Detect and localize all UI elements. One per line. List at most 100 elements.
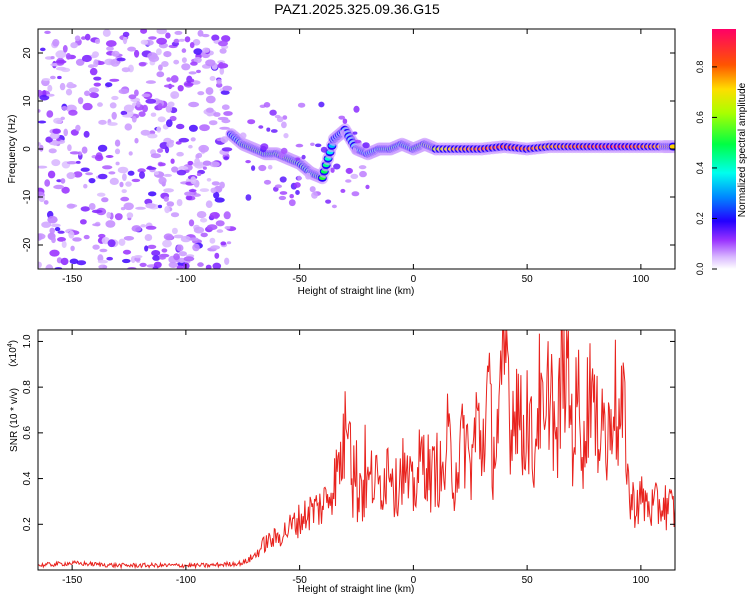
spectrogram-noise-cell [49,249,60,257]
spectrogram-noise-cell [173,234,184,239]
spectrogram-noise-cell [134,137,139,144]
y-tick-label: 0.6 [22,425,33,439]
spectrogram-noise-cell [66,203,76,209]
x-tick-label: 50 [522,274,534,285]
spectrogram-noise-cell [208,120,218,126]
spectrogram-noise-cell [152,255,161,261]
spectrogram-noise-cell [219,48,227,54]
spectrogram-noise-cell [251,165,256,171]
spectrogram-noise-cell [280,147,288,154]
spectrogram-noise-cell [119,181,124,188]
spectrogram-noise-cell [131,116,137,123]
spectrogram-noise-cell [135,206,146,210]
snr-panel: -150 -100 -50 0 50 100 0.2 0.4 0.6 0.8 1.0 Height… [7,329,676,595]
spectrogram-noise-cell [331,204,337,209]
spectrogram-noise-cell [224,257,230,265]
spectrogram-noise-cell [166,201,175,207]
colorbar-tick-label: 0.8 [695,61,705,74]
spectrogram-noise-cell [44,30,51,34]
spectrogram-noise-cell [173,253,180,261]
y-tick-label: 0.8 [22,380,33,394]
spectrogram-noise-cell [106,211,111,219]
spectrogram-noise-cell [49,132,60,140]
spectrogram-noise-cell [178,137,190,143]
spectrogram-noise-cell [170,91,180,99]
spectrogram-noise-cell [97,144,108,152]
spectrogram-noise-cell [220,241,227,246]
spectrogram-noise-cell [66,161,78,165]
spectrogram-noise-cell [107,239,116,248]
spectrogram-noise-cell [122,114,133,118]
spectrogram-noise-cell [84,90,90,97]
spectrogram-noise-cell [205,95,216,104]
spectrogram-noise-cell [223,156,229,160]
spectrogram-noise-cell [87,64,95,69]
spectrogram-noise-cell [83,234,90,240]
x-tick-label: -50 [292,274,307,285]
spectrogram-noise-cell [114,139,121,147]
spectrogram-noise-cell [47,170,56,179]
spectrogram-noise-cell [69,151,80,155]
y-tick-label: -10 [22,189,33,204]
x-tick-label: -100 [176,274,196,285]
spectrogram-noise-cell [177,85,184,92]
x-tick-label: 100 [633,274,650,285]
spectrogram-noise-cell [137,168,146,173]
y-tick-label: -20 [22,237,33,252]
spectrogram-noise-cell [127,170,135,176]
spectrogram-noise-cell [171,166,179,173]
x-tick-label: -150 [62,274,82,285]
spectrogram-noise-cell [122,258,131,264]
spectrogram-noise-cell [83,130,90,138]
spectrogram-noise-cell [209,76,216,81]
spectrogram-noise-cell [305,172,311,180]
x-tick-label: 50 [522,575,534,586]
spectrogram-noise-cell [279,176,287,183]
spectrogram-noise-cell [338,115,346,120]
spectrogram-noise-cell [267,164,273,170]
spectrogram-noise-cell [88,87,100,93]
spectrogram-noise-cell [53,184,65,190]
spectrogram-noise-cell [189,42,195,49]
colorbar-tick-label: 0.6 [695,111,705,124]
spectrogram-noise-cell [279,191,288,195]
spectrogram-noise-cell [192,243,200,252]
spectrogram-noise-cell [245,194,252,201]
spectrogram-noise-cell [340,129,346,137]
spectrogram-noise-cell [219,67,225,75]
spectrogram-noise-cell [181,57,187,63]
spectrogram-noise-cell [270,129,278,133]
spectrogram-noise-cell [157,103,163,110]
spectrogram-noise-cell [69,258,79,265]
spectrogram-noise-cell [46,110,54,118]
spectrogram-noise-cell [219,181,225,189]
spectrogram-noise-cell [72,237,82,242]
spectrogram-noise-cell [93,59,99,68]
spectrogram-noise-cell [38,195,45,203]
spectrogram-noise-cell [354,139,362,144]
spectrogram-noise-cell [50,56,55,60]
spectrogram-noise-cell [199,188,210,193]
spectrogram-noise-cell [176,151,184,157]
spectrogram-noise-cell [75,58,85,66]
spectrogram-noise-cell [221,35,231,43]
x-tick-label: 0 [411,274,417,285]
spectrogram-noise-cell [157,148,164,153]
spectrogram-noise-cell [52,128,61,134]
spectrogram-noise-cell [222,85,233,92]
spectrogram-noise-cell [340,188,346,193]
spectrogram-noise-cell [101,197,109,203]
spectrogram-noise-cell [150,153,161,159]
spectrogram-noise-cell [288,199,296,207]
x-tick-label: 0 [411,575,417,586]
spectrogram-noise-cell [148,191,157,197]
spectrogram-noise-cell [73,171,83,178]
svg-text:(x104): (x104) [7,340,19,367]
spectrogram-noise-cell [330,167,335,173]
spectrogram-noise-cell [166,141,174,148]
spectrogram-noise-cell [106,46,114,51]
spectrogram-noise-cell [309,186,316,193]
spectrogram-noise-cell [91,209,103,214]
spectrogram-noise-cell [310,142,315,146]
